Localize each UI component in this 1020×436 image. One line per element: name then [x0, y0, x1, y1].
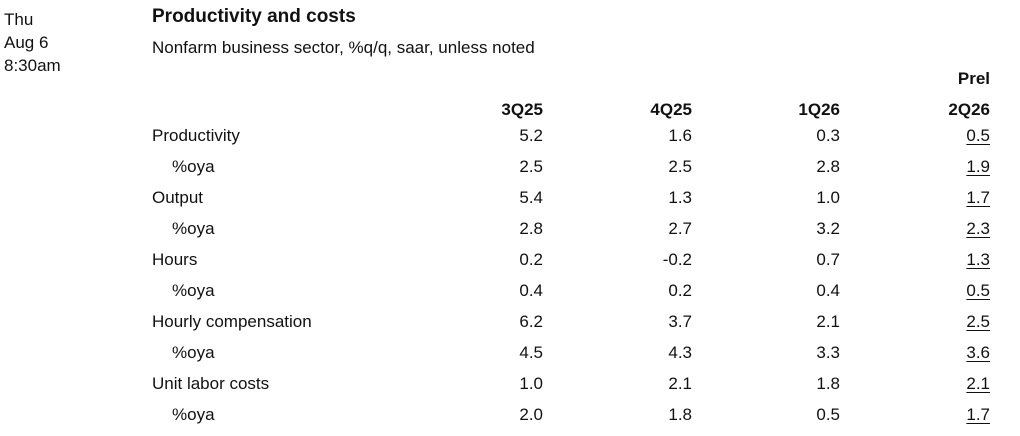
cell-value: 2.3 — [966, 219, 990, 238]
table-row: Hours 0.2 -0.2 0.7 1.3 — [0, 248, 1020, 279]
cell-value: 2.8 — [816, 157, 840, 176]
cell-value: 0.2 — [519, 250, 543, 269]
cell-value: 2.5 — [519, 157, 543, 176]
cell-value: 4.5 — [519, 343, 543, 362]
cell-value: 0.4 — [816, 281, 840, 300]
table-row: %oya 2.0 1.8 0.5 1.7 — [0, 403, 1020, 434]
cell-value: 3.6 — [966, 343, 990, 362]
cell-value: 1.9 — [966, 157, 990, 176]
prel-header: Prel — [957, 69, 990, 88]
row-label: Hourly compensation — [152, 312, 312, 331]
column-header-3q25: 3Q25 — [501, 100, 543, 119]
release-date: Aug 6 — [4, 33, 49, 52]
cell-value: 1.7 — [966, 405, 990, 424]
cell-value: 1.3 — [668, 188, 692, 207]
cell-value: 5.4 — [519, 188, 543, 207]
cell-value: 2.5 — [668, 157, 692, 176]
row-label: %oya — [172, 405, 215, 424]
table-title: Productivity and costs — [152, 6, 356, 27]
release-schedule: Thu Aug 6 8:30am — [4, 8, 61, 77]
row-label: %oya — [172, 343, 215, 362]
cell-value: 1.8 — [668, 405, 692, 424]
row-label: %oya — [172, 157, 215, 176]
cell-value: 0.4 — [519, 281, 543, 300]
cell-value: 1.7 — [966, 188, 990, 207]
cell-value: 0.2 — [668, 281, 692, 300]
cell-value: 2.0 — [519, 405, 543, 424]
row-label: Output — [152, 188, 204, 207]
table-row: %oya 2.5 2.5 2.8 1.9 — [0, 155, 1020, 186]
column-header-4q25: 4Q25 — [650, 100, 692, 119]
cell-value: -0.2 — [662, 250, 692, 269]
cell-value: 5.2 — [519, 126, 543, 145]
row-label: %oya — [172, 281, 215, 300]
table-row: Unit labor costs 1.0 2.1 1.8 2.1 — [0, 372, 1020, 403]
cell-value: 0.5 — [966, 126, 990, 145]
column-header-2q26: 2Q26 — [948, 100, 990, 119]
cell-value: 2.1 — [816, 312, 840, 331]
release-day: Thu — [4, 10, 34, 29]
cell-value: 2.8 — [519, 219, 543, 238]
cell-value: 3.7 — [668, 312, 692, 331]
cell-value: 1.6 — [668, 126, 692, 145]
row-label: Hours — [152, 250, 198, 269]
table-row: Productivity 5.2 1.6 0.3 0.5 — [0, 124, 1020, 155]
cell-value: 2.5 — [966, 312, 990, 331]
row-label: Productivity — [152, 126, 240, 145]
table-row: %oya 4.5 4.3 3.3 3.6 — [0, 341, 1020, 372]
cell-value: 0.5 — [966, 281, 990, 300]
cell-value: 1.3 — [966, 250, 990, 269]
cell-value: 1.8 — [816, 374, 840, 393]
table-row: Output 5.4 1.3 1.0 1.7 — [0, 186, 1020, 217]
cell-value: 2.1 — [668, 374, 692, 393]
row-label: %oya — [172, 219, 215, 238]
cell-value: 4.3 — [668, 343, 692, 362]
cell-value: 2.1 — [966, 374, 990, 393]
cell-value: 0.7 — [816, 250, 840, 269]
table-row: %oya 2.8 2.7 3.2 2.3 — [0, 217, 1020, 248]
column-header-1q26: 1Q26 — [798, 100, 840, 119]
cell-value: 1.0 — [519, 374, 543, 393]
cell-value: 0.5 — [816, 405, 840, 424]
table-row: Hourly compensation 6.2 3.7 2.1 2.5 — [0, 310, 1020, 341]
cell-value: 3.2 — [816, 219, 840, 238]
row-label: Unit labor costs — [152, 374, 270, 393]
cell-value: 1.0 — [816, 188, 840, 207]
cell-value: 6.2 — [519, 312, 543, 331]
table-row: %oya 0.4 0.2 0.4 0.5 — [0, 279, 1020, 310]
cell-value: 0.3 — [816, 126, 840, 145]
cell-value: 3.3 — [816, 343, 840, 362]
cell-value: 2.7 — [668, 219, 692, 238]
table-subtitle: Nonfarm business sector, %q/q, saar, unl… — [152, 38, 535, 57]
release-time: 8:30am — [4, 56, 61, 75]
